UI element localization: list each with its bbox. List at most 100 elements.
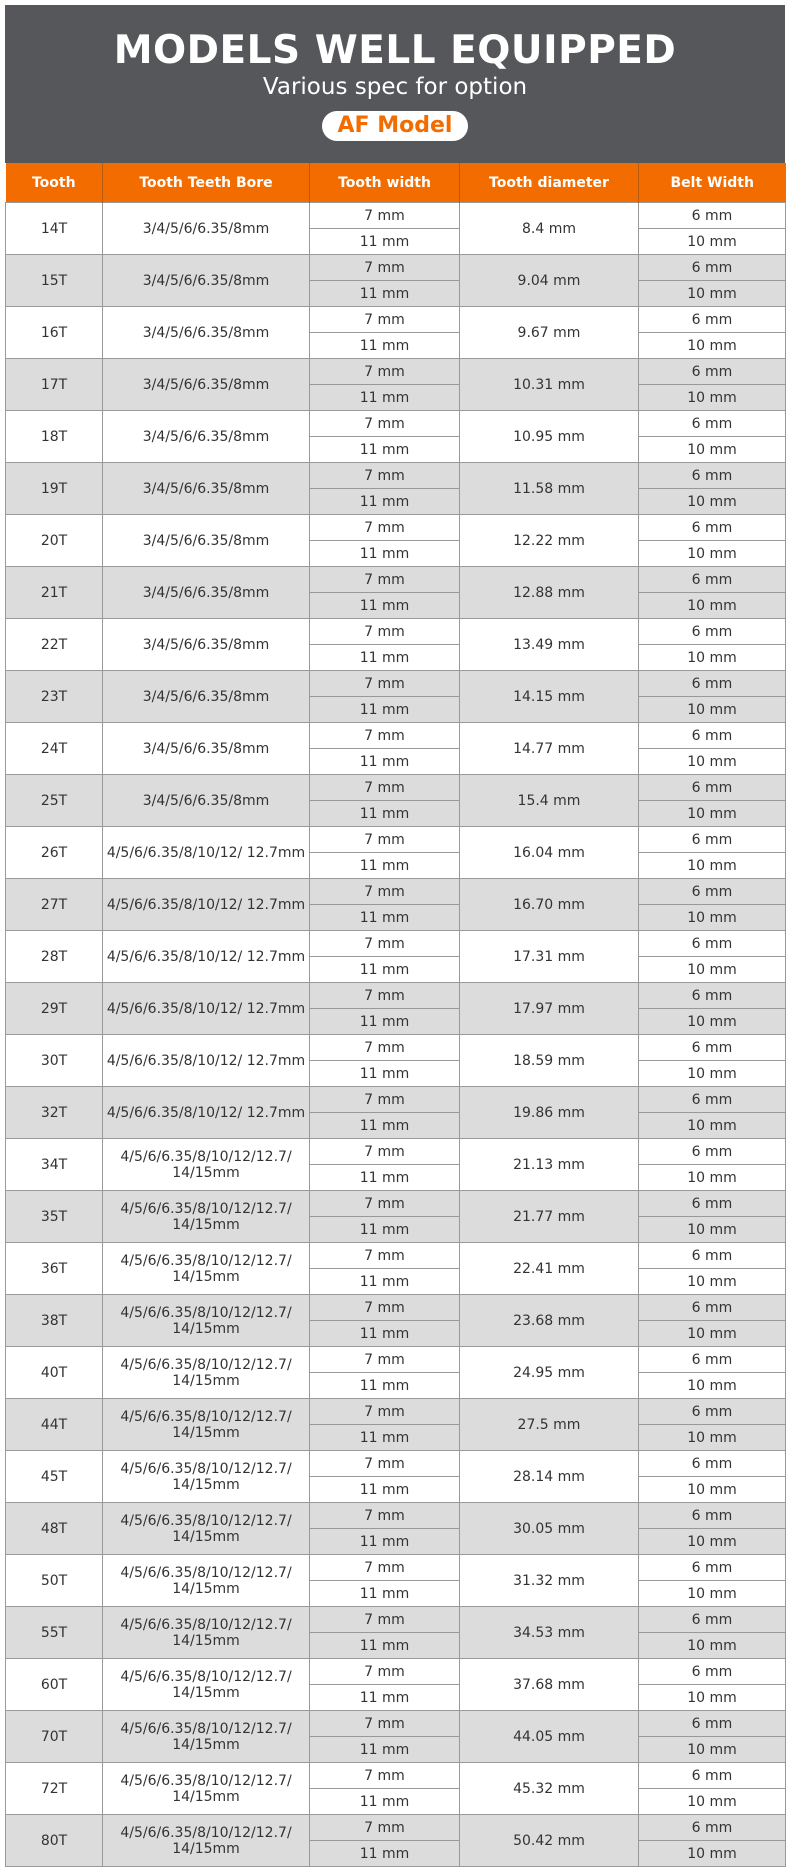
table-row-sub: 11 mm 10 mm	[6, 488, 786, 515]
belt-width-cell: 6 mm	[638, 1762, 786, 1789]
tooth-cell: 19T	[5, 462, 103, 515]
tooth-cell: 20T	[5, 514, 103, 567]
bore-cell: 4/5/6/6.35/8/10/12/12.7/ 14/15mm	[102, 1294, 310, 1347]
tooth-width-cell: 11 mm	[309, 1216, 460, 1243]
tooth-width-cell: 11 mm	[309, 1684, 460, 1711]
bore-cell: 4/5/6/6.35/8/10/12/ 12.7mm	[102, 1034, 310, 1087]
diameter-cell: 27.5 mm	[459, 1398, 639, 1451]
belt-width-cell: 10 mm	[638, 1476, 786, 1503]
diameter-cell: 37.68 mm	[459, 1658, 639, 1711]
belt-width-cell: 10 mm	[638, 1424, 786, 1451]
table-row-sub: 11 mm 10 mm	[6, 436, 786, 463]
tooth-width-cell: 11 mm	[309, 1840, 460, 1867]
belt-width-cell: 6 mm	[638, 1502, 786, 1529]
table-row: 44T 4/5/6/6.35/8/10/12/12.7/ 14/15mm 7 mm 2…	[5, 1398, 786, 1451]
tooth-width-cell: 11 mm	[309, 488, 460, 515]
table-row-sub: 11 mm 10 mm	[6, 384, 786, 411]
belt-width-cell: 6 mm	[638, 1554, 786, 1581]
belt-width-cell: 10 mm	[638, 1060, 786, 1087]
tooth-width-cell: 7 mm	[309, 826, 460, 853]
tooth-width-cell: 11 mm	[309, 436, 460, 463]
belt-width-cell: 6 mm	[638, 1658, 786, 1685]
diameter-cell: 50.42 mm	[459, 1814, 639, 1867]
bore-cell: 4/5/6/6.35/8/10/12/12.7/ 14/15mm	[102, 1502, 310, 1555]
tooth-cell: 22T	[5, 618, 103, 671]
diameter-cell: 21.13 mm	[459, 1138, 639, 1191]
tooth-cell: 17T	[5, 358, 103, 411]
tooth-width-cell: 11 mm	[309, 592, 460, 619]
belt-width-cell: 10 mm	[638, 1788, 786, 1815]
tooth-width-cell: 11 mm	[309, 1268, 460, 1295]
table-row-sub: 11 mm 10 mm	[6, 1372, 786, 1399]
tooth-cell: 60T	[5, 1658, 103, 1711]
bore-cell: 3/4/5/6/6.35/8mm	[102, 306, 310, 359]
bore-cell: 4/5/6/6.35/8/10/12/ 12.7mm	[102, 878, 310, 931]
diameter-cell: 31.32 mm	[459, 1554, 639, 1607]
diameter-cell: 16.70 mm	[459, 878, 639, 931]
bore-cell: 4/5/6/6.35/8/10/12/12.7/ 14/15mm	[102, 1710, 310, 1763]
tooth-width-cell: 11 mm	[309, 1372, 460, 1399]
belt-width-cell: 6 mm	[638, 202, 786, 229]
table-row-sub: 11 mm 10 mm	[6, 1476, 786, 1503]
table-row: 19T 3/4/5/6/6.35/8mm 7 mm 11.58 mm 6 mm	[5, 462, 786, 515]
table-row-sub: 11 mm 10 mm	[6, 1528, 786, 1555]
table-row: 72T 4/5/6/6.35/8/10/12/12.7/ 14/15mm 7 mm 4…	[5, 1762, 786, 1815]
table-row-sub: 11 mm 10 mm	[6, 1684, 786, 1711]
belt-width-cell: 6 mm	[638, 982, 786, 1009]
table-row-sub: 11 mm 10 mm	[6, 852, 786, 879]
table-row-sub: 11 mm 10 mm	[6, 592, 786, 619]
table-row: 17T 3/4/5/6/6.35/8mm 7 mm 10.31 mm 6 mm	[5, 358, 786, 411]
belt-width-cell: 6 mm	[638, 514, 786, 541]
belt-width-cell: 10 mm	[638, 540, 786, 567]
belt-width-cell: 6 mm	[638, 1190, 786, 1217]
tooth-width-cell: 11 mm	[309, 332, 460, 359]
header-tooth-diameter: Tooth diameter	[459, 163, 639, 203]
tooth-width-cell: 7 mm	[309, 670, 460, 697]
diameter-cell: 9.04 mm	[459, 254, 639, 307]
tooth-width-cell: 7 mm	[309, 462, 460, 489]
bore-cell: 3/4/5/6/6.35/8mm	[102, 618, 310, 671]
spec-table: Tooth Tooth Teeth Bore Tooth width Tooth…	[5, 163, 786, 1867]
bore-cell: 4/5/6/6.35/8/10/12/12.7/ 14/15mm	[102, 1398, 310, 1451]
tooth-width-cell: 11 mm	[309, 1632, 460, 1659]
tooth-cell: 36T	[5, 1242, 103, 1295]
belt-width-cell: 10 mm	[638, 748, 786, 775]
tooth-width-cell: 7 mm	[309, 254, 460, 281]
bore-cell: 4/5/6/6.35/8/10/12/12.7/ 14/15mm	[102, 1346, 310, 1399]
bore-cell: 3/4/5/6/6.35/8mm	[102, 722, 310, 775]
tooth-cell: 50T	[5, 1554, 103, 1607]
belt-width-cell: 10 mm	[638, 852, 786, 879]
belt-width-cell: 6 mm	[638, 670, 786, 697]
table-row-sub: 11 mm 10 mm	[6, 800, 786, 827]
tooth-width-cell: 7 mm	[309, 202, 460, 229]
table-row-sub: 11 mm 10 mm	[6, 696, 786, 723]
table-row: 70T 4/5/6/6.35/8/10/12/12.7/ 14/15mm 7 mm 4…	[5, 1710, 786, 1763]
tooth-width-cell: 7 mm	[309, 1086, 460, 1113]
belt-width-cell: 6 mm	[638, 1814, 786, 1841]
belt-width-cell: 10 mm	[638, 1372, 786, 1399]
diameter-cell: 34.53 mm	[459, 1606, 639, 1659]
table-row-sub: 11 mm 10 mm	[6, 1632, 786, 1659]
tooth-width-cell: 7 mm	[309, 1138, 460, 1165]
diameter-cell: 15.4 mm	[459, 774, 639, 827]
belt-width-cell: 10 mm	[638, 1216, 786, 1243]
tooth-width-cell: 7 mm	[309, 1242, 460, 1269]
table-row: 34T 4/5/6/6.35/8/10/12/12.7/ 14/15mm 7 mm 2…	[5, 1138, 786, 1191]
banner: MODELS WELL EQUIPPED Various spec for op…	[5, 5, 785, 163]
belt-width-cell: 6 mm	[638, 618, 786, 645]
tooth-width-cell: 7 mm	[309, 1190, 460, 1217]
diameter-cell: 16.04 mm	[459, 826, 639, 879]
table-row-sub: 11 mm 10 mm	[6, 1112, 786, 1139]
table-row: 23T 3/4/5/6/6.35/8mm 7 mm 14.15 mm 6 mm	[5, 670, 786, 723]
tooth-width-cell: 11 mm	[309, 1424, 460, 1451]
bore-cell: 4/5/6/6.35/8/10/12/12.7/ 14/15mm	[102, 1554, 310, 1607]
tooth-cell: 32T	[5, 1086, 103, 1139]
table-row: 26T 4/5/6/6.35/8/10/12/ 12.7mm 7 mm 16.04 m…	[5, 826, 786, 879]
diameter-cell: 14.15 mm	[459, 670, 639, 723]
belt-width-cell: 6 mm	[638, 462, 786, 489]
bore-cell: 4/5/6/6.35/8/10/12/ 12.7mm	[102, 930, 310, 983]
table-row: 48T 4/5/6/6.35/8/10/12/12.7/ 14/15mm 7 mm 3…	[5, 1502, 786, 1555]
tooth-cell: 18T	[5, 410, 103, 463]
subtitle: Various spec for option	[262, 74, 528, 100]
tooth-cell: 16T	[5, 306, 103, 359]
